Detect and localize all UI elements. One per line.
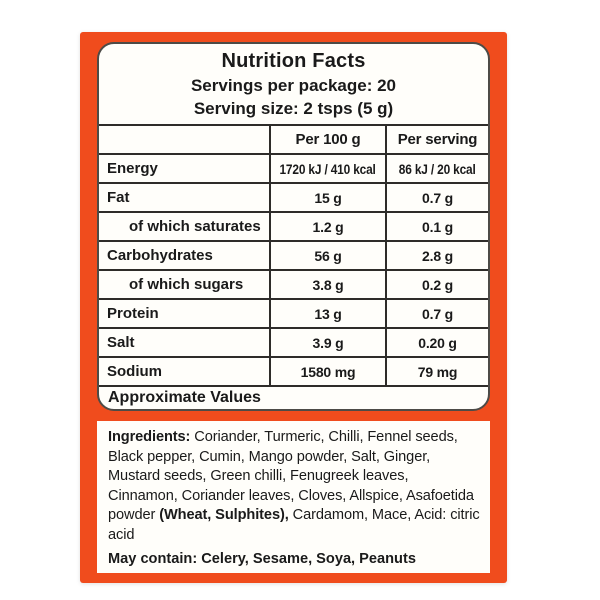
- table-row-sodium: Sodium 1580 mg 79 mg: [99, 356, 488, 385]
- header-per-100g: Per 100 g: [269, 124, 385, 153]
- row-per-serving: 0.2 g: [385, 269, 488, 298]
- row-label: Fat: [99, 182, 269, 211]
- table-row-salt: Salt 3.9 g 0.20 g: [99, 327, 488, 356]
- table-row-fat: Fat 15 g 0.7 g: [99, 182, 488, 211]
- row-label: Carbohydrates: [99, 240, 269, 269]
- nutrition-facts-title: Nutrition Facts: [221, 50, 366, 72]
- row-per-serving: 79 mg: [385, 356, 488, 385]
- row-label: Salt: [99, 327, 269, 356]
- ingredients-panel: Ingredients: Coriander, Turmeric, Chilli…: [97, 421, 490, 573]
- row-per-100g: 1.2 g: [269, 211, 385, 240]
- servings-per-package: Servings per package: 20: [190, 76, 397, 95]
- may-contain-note: May contain: Celery, Sesame, Soya, Peanu…: [108, 551, 416, 567]
- table-row-energy: Energy 1720 kJ / 410 kcal 86 kJ / 20 kca…: [99, 153, 488, 182]
- row-per-100g: 56 g: [269, 240, 385, 269]
- serving-size: Serving size: 2 tsps (5 g): [193, 99, 394, 118]
- ingredients-label: Ingredients:: [108, 429, 191, 445]
- table-row-protein: Protein 13 g 0.7 g: [99, 298, 488, 327]
- row-label: Energy: [99, 153, 269, 182]
- row-per-serving: 0.7 g: [385, 182, 488, 211]
- row-per-100g: 3.8 g: [269, 269, 385, 298]
- table-row-sugars: of which sugars 3.8 g 0.2 g: [99, 269, 488, 298]
- nutrition-table: Per 100 g Per serving Energy 1720 kJ / 4…: [99, 124, 488, 409]
- table-row-carbohydrates: Carbohydrates 56 g 2.8 g: [99, 240, 488, 269]
- table-header-row: Per 100 g Per serving: [99, 124, 488, 153]
- row-per-100g: 3.9 g: [269, 327, 385, 356]
- spice-package-label: Nutrition Facts Servings per package: 20…: [80, 32, 507, 583]
- row-per-100g: 1720 kJ / 410 kcal: [269, 153, 385, 182]
- row-per-100g: 15 g: [269, 182, 385, 211]
- nutrition-facts-panel: Nutrition Facts Servings per package: 20…: [97, 42, 490, 411]
- row-label: of which saturates: [99, 211, 269, 240]
- table-row-saturates: of which saturates 1.2 g 0.1 g: [99, 211, 488, 240]
- header-per-serving: Per serving: [385, 124, 488, 153]
- row-label: of which sugars: [99, 269, 269, 298]
- ingredients-list: Coriander, Turmeric, Chilli, Fennel seed…: [108, 429, 474, 523]
- row-per-serving: 86 kJ / 20 kcal: [385, 153, 488, 182]
- nutrition-header: Nutrition Facts Servings per package: 20…: [99, 44, 488, 120]
- ingredients-text: Ingredients: Coriander, Turmeric, Chilli…: [108, 428, 480, 545]
- row-per-serving: 0.1 g: [385, 211, 488, 240]
- header-empty-cell: [99, 124, 269, 153]
- row-per-100g: 13 g: [269, 298, 385, 327]
- row-per-serving: 0.20 g: [385, 327, 488, 356]
- row-label: Sodium: [99, 356, 269, 385]
- approximate-values-note: Approximate Values: [99, 385, 488, 409]
- allergen-highlight: (Wheat, Sulphites),: [159, 507, 289, 523]
- row-label: Protein: [99, 298, 269, 327]
- ingredients-list-tail: Cardamom, Mace, Acid: citric acid: [108, 507, 480, 543]
- row-per-serving: 0.7 g: [385, 298, 488, 327]
- row-per-100g: 1580 mg: [269, 356, 385, 385]
- row-per-serving: 2.8 g: [385, 240, 488, 269]
